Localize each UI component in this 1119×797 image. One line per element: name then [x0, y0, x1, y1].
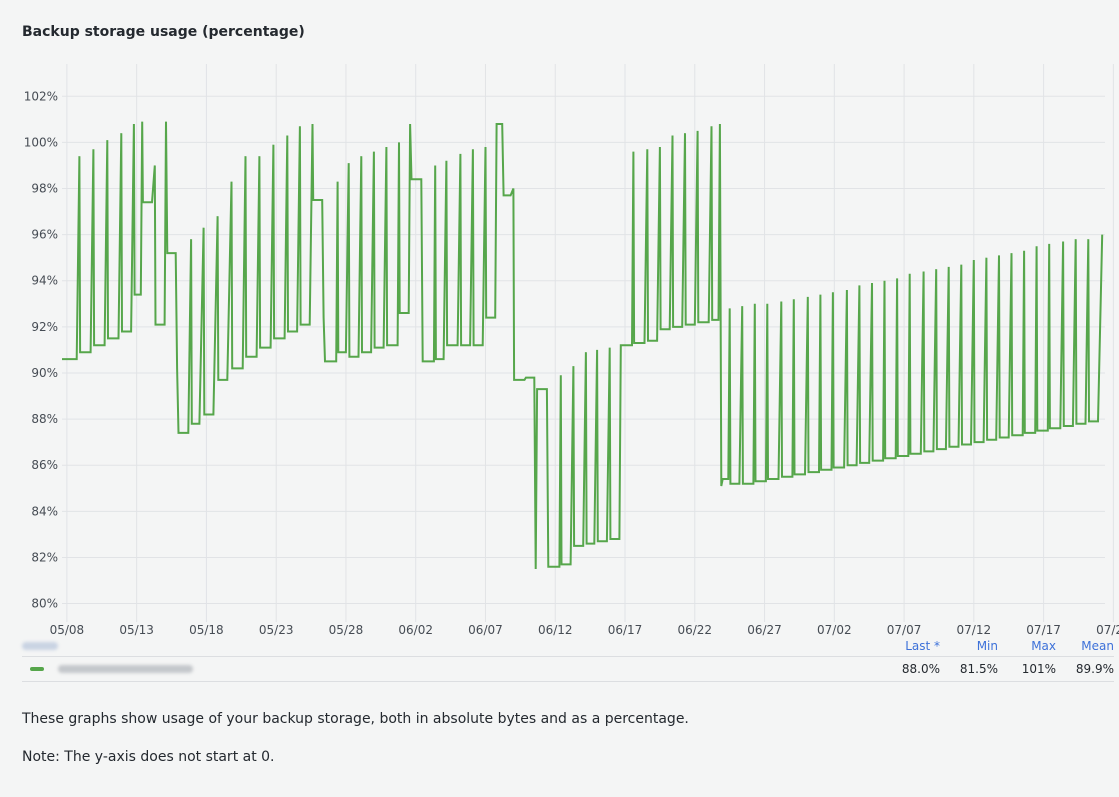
x-tick-label: 07/22	[1096, 623, 1119, 637]
x-tick-label: 06/12	[538, 623, 573, 637]
redacted-name-header	[22, 641, 58, 650]
legend-mean-header[interactable]: Mean	[1081, 638, 1114, 653]
x-tick-label: 05/08	[50, 623, 85, 637]
x-tick-label: 06/07	[468, 623, 503, 637]
x-tick-label: 06/27	[747, 623, 782, 637]
legend-name-header[interactable]	[22, 641, 870, 650]
x-tick-label: 05/18	[189, 623, 224, 637]
x-axis: 05/08 05/13 05/18 05/23 05/28 06/02 06/07 06/12…	[50, 623, 1119, 637]
legend-max-header[interactable]: Max	[1031, 638, 1056, 653]
x-tick-label: 07/07	[887, 623, 922, 637]
description-text: These graphs show usage of your backup s…	[22, 711, 689, 727]
series-line[interactable]	[62, 121, 1104, 570]
y-tick-label: 96%	[31, 228, 58, 242]
legend-series-row[interactable]: 88.0% 81.5% 101% 89.9%	[22, 657, 1114, 682]
legend-header-row: Last * Min Max Mean	[22, 635, 1114, 657]
y-tick-label: 80%	[31, 597, 58, 611]
y-tick-label: 98%	[31, 182, 58, 196]
y-tick-label: 82%	[31, 550, 58, 564]
y-tick-label: 90%	[31, 366, 58, 380]
usage-chart: 80% 82% 84% 86% 88% 90% 92% 94% 96% 98% 100% 102% 0…	[24, 64, 1119, 637]
x-tick-label: 07/17	[1026, 623, 1061, 637]
x-tick-label: 05/28	[329, 623, 364, 637]
y-tick-label: 88%	[31, 412, 58, 426]
y-axis: 80% 82% 84% 86% 88% 90% 92% 94% 96% 98% 100% 102%	[24, 89, 58, 610]
y-tick-label: 102%	[24, 89, 58, 103]
y-tick-label: 94%	[31, 274, 58, 288]
note-text: Note: The y-axis does not start at 0.	[22, 749, 275, 765]
legend-table: Last * Min Max Mean 88.0% 81.5% 101% 89.…	[22, 635, 1114, 682]
x-tick-label: 06/02	[398, 623, 433, 637]
y-tick-label: 84%	[31, 504, 58, 518]
x-tick-label: 07/12	[957, 623, 992, 637]
legend-max-value: 101%	[1021, 662, 1056, 676]
x-tick-label: 06/17	[608, 623, 643, 637]
legend-min-value: 81.5%	[959, 662, 998, 676]
legend-series-name[interactable]	[22, 665, 870, 673]
y-tick-label: 92%	[31, 320, 58, 334]
y-tick-label: 100%	[24, 135, 58, 149]
legend-min-header[interactable]: Min	[976, 638, 998, 653]
chart-series	[62, 121, 1104, 570]
series-color-swatch	[30, 667, 44, 671]
x-tick-label: 05/13	[119, 623, 154, 637]
legend-mean-value: 89.9%	[1075, 662, 1114, 676]
redacted-series-label	[58, 665, 193, 673]
x-tick-label: 07/02	[817, 623, 852, 637]
x-tick-label: 05/23	[259, 623, 294, 637]
legend-last-value: 88.0%	[901, 662, 940, 676]
y-tick-label: 86%	[31, 458, 58, 472]
legend-last-header[interactable]: Last *	[905, 638, 940, 653]
panel-title: Backup storage usage (percentage)	[22, 24, 305, 40]
x-tick-label: 06/22	[677, 623, 712, 637]
